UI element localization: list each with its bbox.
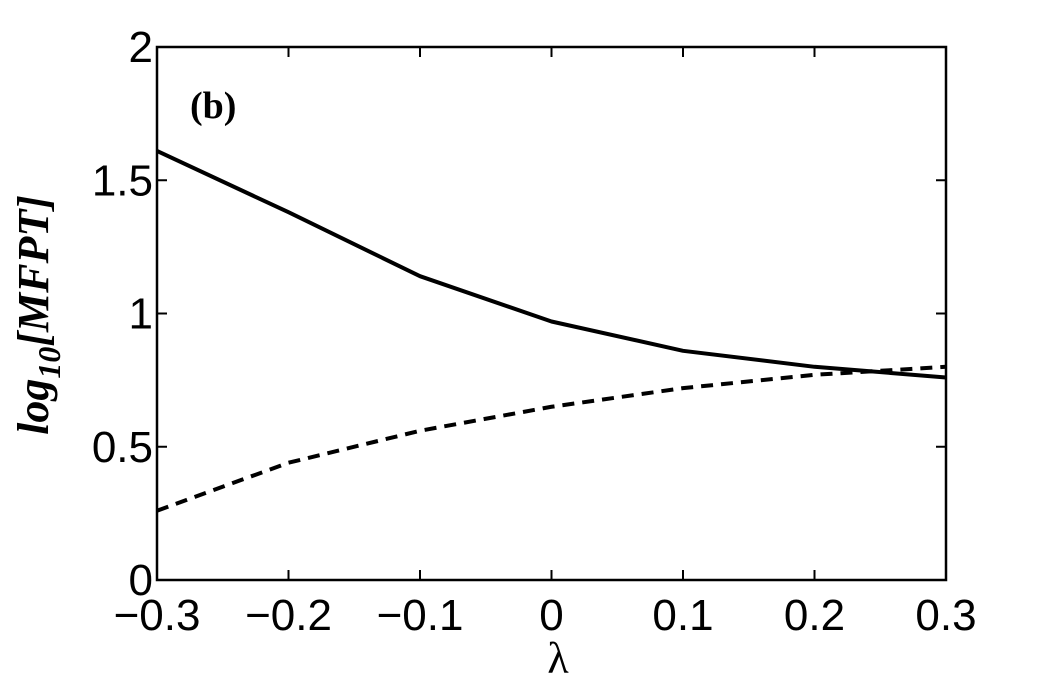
x-tick-label: −0.3 bbox=[114, 591, 201, 640]
y-tick-label: 1 bbox=[129, 290, 153, 339]
x-tick-label: 0.3 bbox=[915, 591, 976, 640]
x-tick-labels: −0.3 −0.2 −0.1 0 0.1 0.2 0.3 bbox=[114, 591, 977, 640]
x-axis-label: λ bbox=[547, 634, 569, 683]
y-axis-label: log10[MFPT] bbox=[9, 195, 67, 435]
axis-ticks bbox=[156, 46, 947, 581]
y-tick-label: 0.5 bbox=[92, 423, 153, 472]
y-tick-label: 0 bbox=[129, 556, 153, 605]
y-axis-label-subscript: 10 bbox=[31, 347, 67, 379]
y-tick-labels: 0 0.5 1 1.5 2 bbox=[92, 23, 153, 605]
y-axis-label-main: log bbox=[9, 379, 58, 435]
x-tick-label: 0.1 bbox=[652, 591, 713, 640]
series-line-dashed bbox=[156, 364, 947, 513]
y-axis-label-rest: [MFPT] bbox=[9, 195, 58, 347]
plot-frame bbox=[155, 45, 948, 582]
panel-label: (b) bbox=[190, 85, 236, 127]
x-tick-label: −0.2 bbox=[245, 591, 332, 640]
series-layer bbox=[156, 149, 947, 513]
y-tick-label: 2 bbox=[129, 23, 153, 72]
y-tick-label: 1.5 bbox=[92, 156, 153, 205]
series-line-solid bbox=[156, 149, 947, 380]
x-tick-label: 0 bbox=[539, 591, 563, 640]
x-tick-label: −0.1 bbox=[377, 591, 464, 640]
x-tick-label: 0.2 bbox=[784, 591, 845, 640]
